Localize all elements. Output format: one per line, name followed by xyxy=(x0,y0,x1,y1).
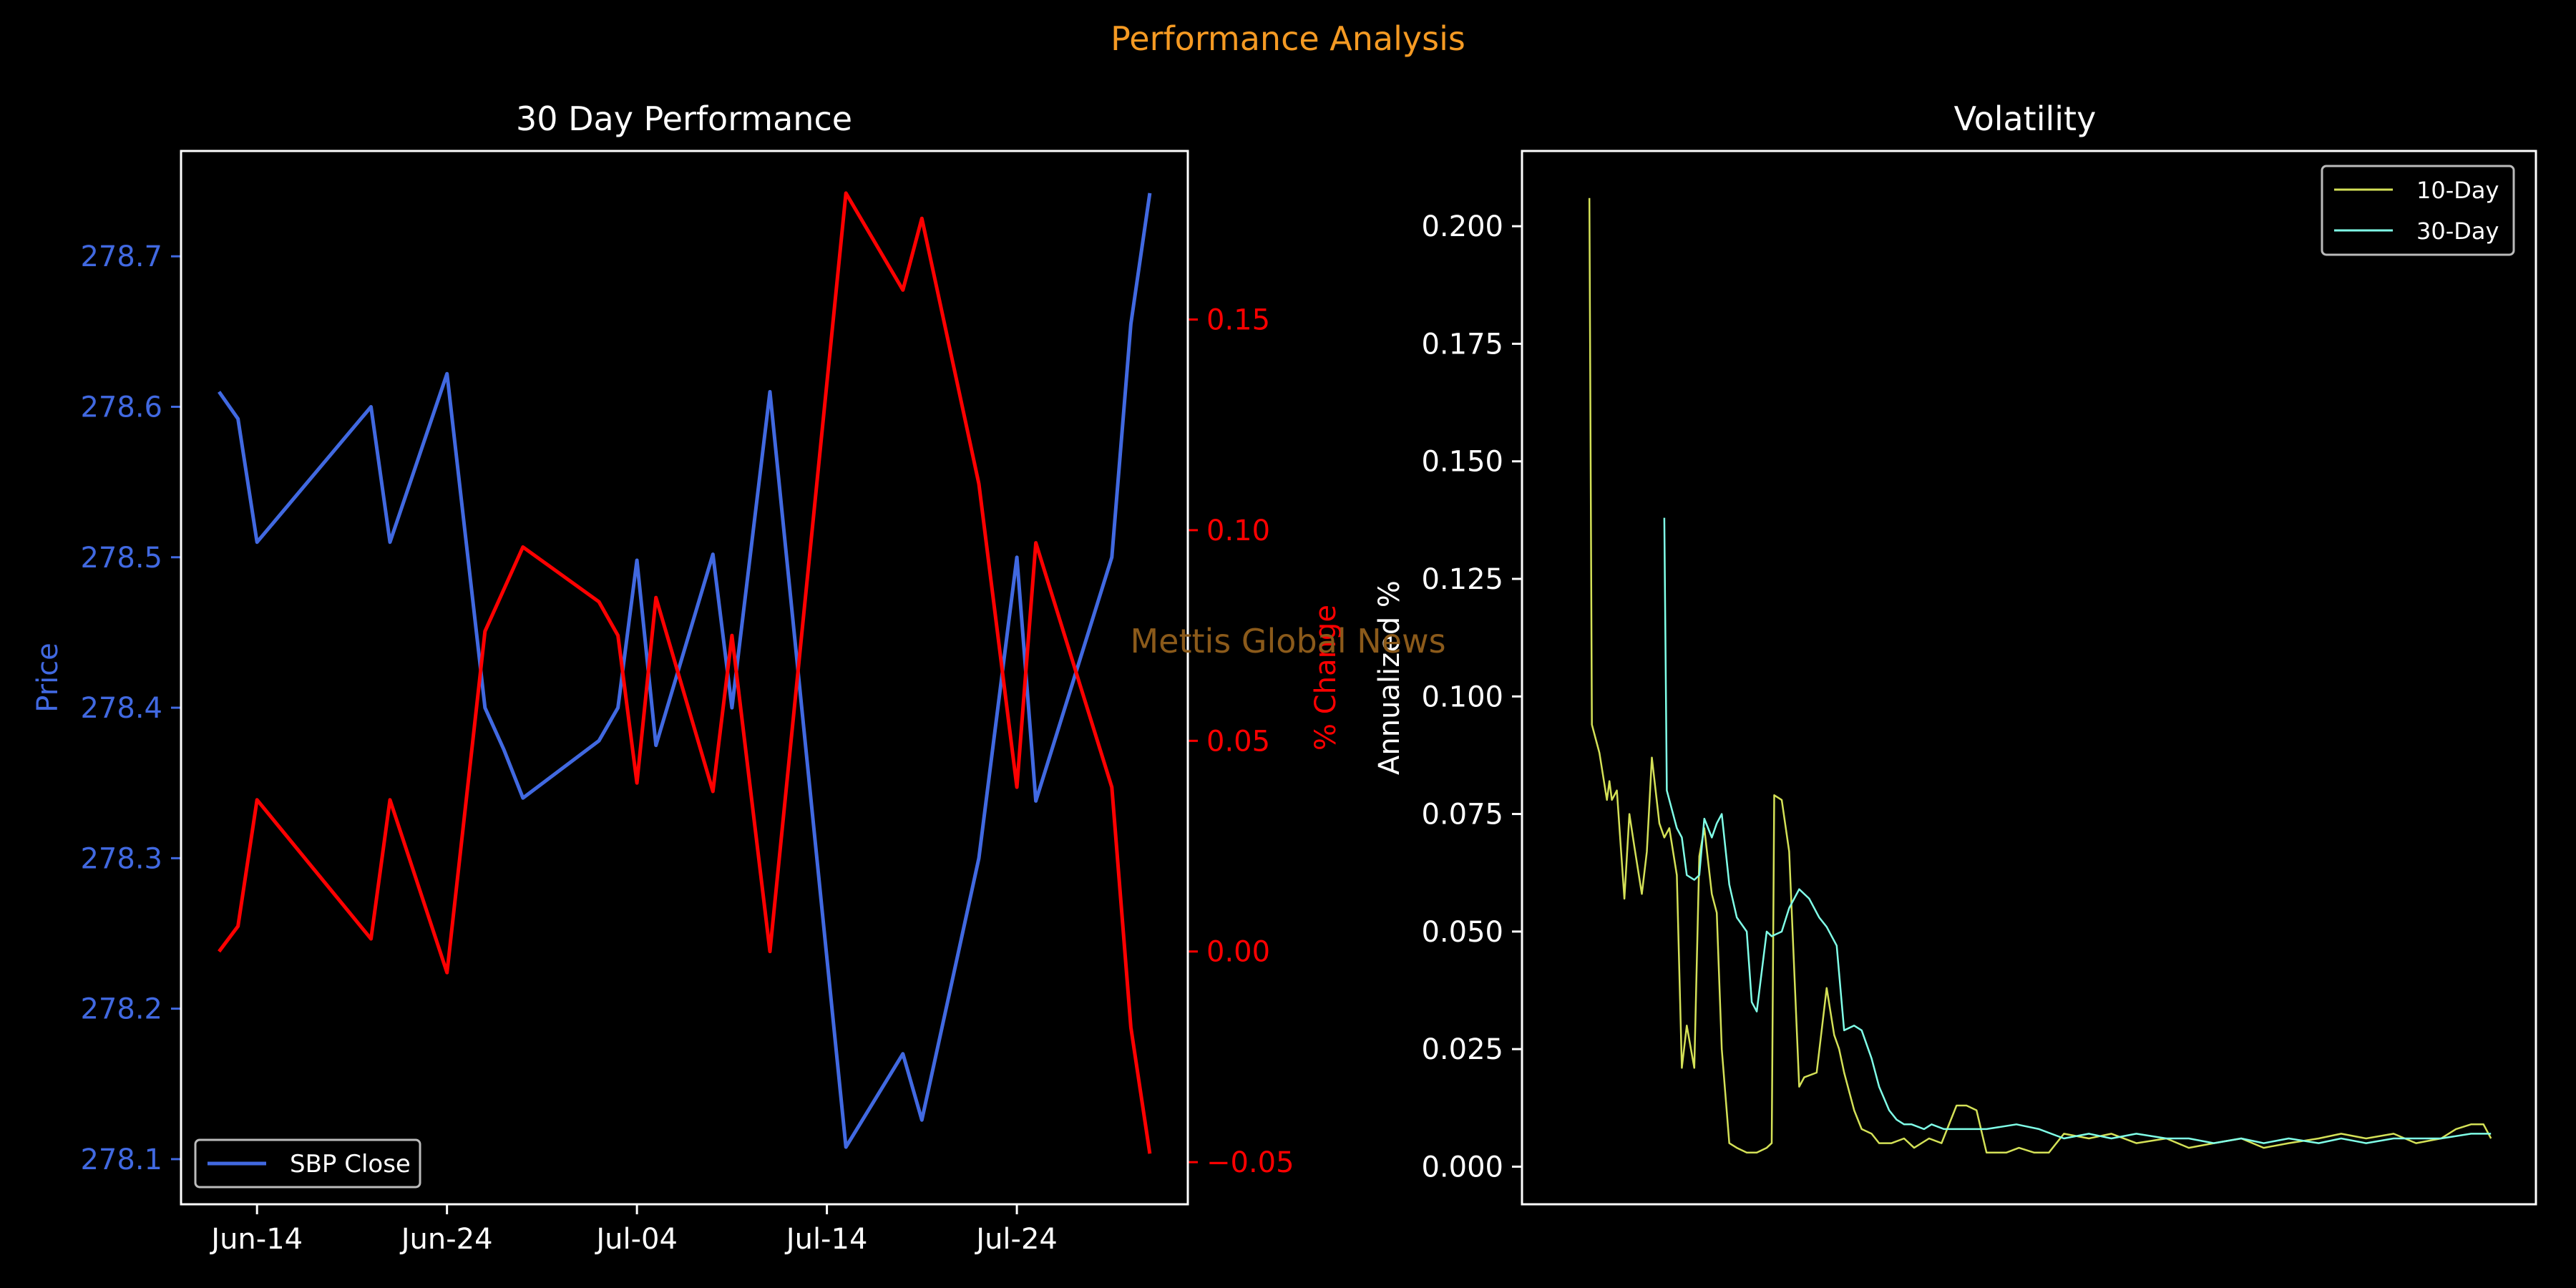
y-tick-label: 278.6 xyxy=(80,391,162,424)
sbp-close-line xyxy=(218,192,1152,1149)
y-tick-label: 0.100 xyxy=(1421,680,1503,713)
x-tick-label: Jun-14 xyxy=(209,1223,303,1256)
volatility-chart-legend: 10-Day 30-Day xyxy=(2321,165,2515,256)
figure-title: Performance Analysis xyxy=(1111,19,1465,58)
y-tick-label: 0.050 xyxy=(1421,916,1503,949)
performance-chart-ylabel: Price xyxy=(31,643,64,713)
performance-chart-title: 30 Day Performance xyxy=(516,99,852,138)
performance-chart-ticks: Jun-14 Jun-24 Jul-04 Jul-14 Jul-24 278.1 278.2… xyxy=(80,240,1294,1256)
pct-change-line xyxy=(218,191,1152,1154)
y-tick-label: 0.150 xyxy=(1421,446,1503,479)
x-tick-label: Jul-24 xyxy=(974,1223,1058,1256)
volatility-chart: Volatility Aug-23Nov-23Feb-24May-24Aug-2… xyxy=(1373,99,2537,1206)
y-tick-label: 0.000 xyxy=(1421,1151,1503,1184)
legend-label: 10-Day xyxy=(2416,177,2499,204)
performance-chart: 30 Day Performance Jun-14 Jun-24 Jul-04 Jul… xyxy=(31,99,1342,1256)
x-tick-label: Jul-14 xyxy=(784,1223,868,1256)
legend-box xyxy=(2321,165,2515,256)
y-tick-label: 0.125 xyxy=(1421,563,1503,596)
y-tick-label: 0.025 xyxy=(1421,1033,1503,1066)
y-right-tick-label: −0.05 xyxy=(1206,1146,1294,1179)
y-right-tick-label: 0.15 xyxy=(1206,304,1270,337)
legend-label: SBP Close xyxy=(290,1150,411,1179)
y-tick-label: 0.175 xyxy=(1421,328,1503,361)
vol-10-day-line xyxy=(1588,197,2492,1153)
performance-chart-series xyxy=(218,191,1152,1154)
volatility-chart-ticks: Aug-23Nov-23Feb-24May-24Aug-240.0000.025… xyxy=(1421,210,1522,1184)
volatility-chart-ylabel: Annualized % xyxy=(1373,580,1406,775)
watermark: Mettis Global News xyxy=(1130,622,1445,660)
y-tick-label: 278.3 xyxy=(80,842,162,875)
legend-label: 30-Day xyxy=(2416,218,2499,245)
y-tick-label: 278.5 xyxy=(80,542,162,575)
y-right-tick-label: 0.10 xyxy=(1206,514,1270,547)
x-tick-label: Jun-24 xyxy=(399,1223,493,1256)
volatility-chart-series xyxy=(1588,197,2492,1153)
y-right-tick-label: 0.00 xyxy=(1206,936,1270,969)
y-tick-label: 278.7 xyxy=(80,240,162,273)
x-tick-label: Jul-04 xyxy=(594,1223,678,1256)
volatility-chart-frame xyxy=(1521,150,2537,1206)
y-tick-label: 278.2 xyxy=(80,993,162,1026)
performance-chart-frame xyxy=(180,150,1189,1206)
vol-30-day-line xyxy=(1663,517,2492,1144)
y-tick-label: 0.075 xyxy=(1421,799,1503,831)
y-tick-label: 0.200 xyxy=(1421,210,1503,243)
y-tick-label: 278.1 xyxy=(80,1143,162,1176)
y-right-tick-label: 0.05 xyxy=(1206,725,1270,758)
y-tick-label: 278.4 xyxy=(80,692,162,725)
legend-box xyxy=(194,1138,421,1189)
volatility-chart-title: Volatility xyxy=(1954,99,2097,138)
performance-chart-ylabel-right: % Change xyxy=(1309,605,1342,751)
performance-chart-legend: SBP Close xyxy=(194,1138,421,1189)
